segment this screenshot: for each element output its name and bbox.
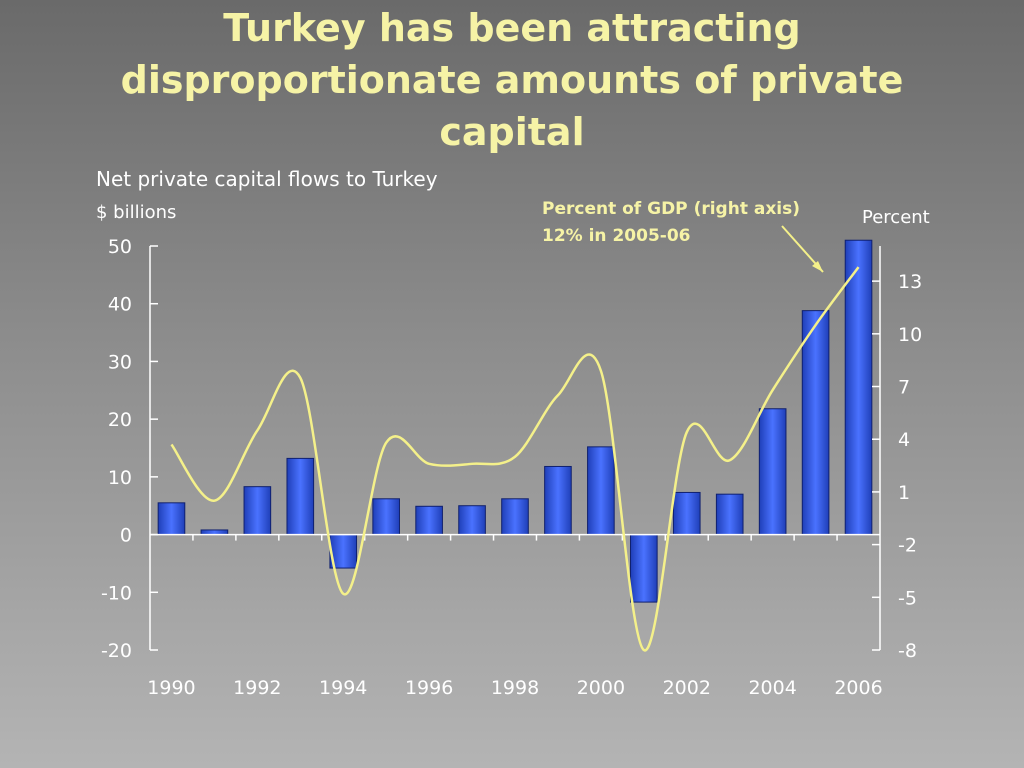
bar-series	[157, 239, 873, 603]
gdp-line-series	[170, 266, 860, 652]
axes	[149, 245, 881, 651]
left-tick-label: 50	[108, 236, 132, 258]
annotation-arrow-head	[812, 261, 823, 272]
annotation-line-2: 12% in 2005-06	[542, 226, 690, 246]
left-tick-label: 30	[108, 351, 132, 373]
gdp-percent-line	[170, 266, 860, 652]
annotation-line-1: Percent of GDP (right axis)	[542, 199, 800, 219]
x-tick-label-2000: 2000	[577, 677, 625, 699]
bar-1993	[286, 457, 315, 536]
right-tick-label: -2	[898, 535, 917, 557]
x-tick-label-1992: 1992	[233, 677, 281, 699]
x-tick-label-1998: 1998	[491, 677, 539, 699]
left-axis-unit: $ billions	[96, 202, 176, 223]
left-tick-label: -20	[101, 640, 132, 662]
bar-2006	[844, 239, 873, 536]
bar-2002	[672, 491, 701, 536]
x-tick-label-2006: 2006	[834, 677, 882, 699]
right-tick-label: -8	[898, 640, 917, 662]
x-tick-label-1996: 1996	[405, 677, 453, 699]
x-tick-label-1990: 1990	[147, 677, 195, 699]
x-tick-label-1994: 1994	[319, 677, 367, 699]
left-tick-label: 40	[108, 294, 132, 316]
title-line-3: capital	[439, 110, 585, 154]
bar-1990	[157, 502, 186, 536]
left-tick-label: 10	[108, 467, 132, 489]
bar-1995	[372, 498, 400, 536]
right-tick-label: 1	[898, 482, 910, 504]
bar-2000	[587, 446, 615, 536]
left-tick-label: 0	[120, 525, 132, 547]
tick-labels: 50 40 30 20 10 0 -10 -20 13 10 7 4 1 -2 -5 -8 1990 1992 19…	[101, 236, 922, 699]
title-line-1: Turkey has been attracting	[223, 6, 801, 50]
right-tick-label: 4	[898, 429, 910, 451]
bar-1998	[501, 498, 529, 536]
bar-1992	[243, 486, 272, 536]
x-tick-label-2002: 2002	[663, 677, 711, 699]
right-tick-label: 10	[898, 324, 922, 346]
bar-2003	[715, 493, 744, 536]
bar-2004	[758, 408, 787, 536]
bar-1996	[415, 505, 443, 536]
left-tick-label: -10	[101, 582, 132, 604]
slide-title: Turkey has been attracting disproportion…	[0, 2, 1024, 158]
right-axis-unit: Percent	[862, 207, 930, 228]
right-tick-label: 13	[898, 271, 922, 293]
right-tick-label: -5	[898, 587, 917, 609]
bar-1997	[458, 505, 486, 536]
bar-2001	[630, 534, 658, 603]
chart-subtitle: Net private capital flows to Turkey	[96, 167, 438, 191]
bar-1999	[544, 465, 572, 536]
bar-2005	[801, 310, 830, 536]
left-tick-label: 20	[108, 409, 132, 431]
right-tick-label: 7	[898, 377, 910, 399]
title-line-2: disproportionate amounts of private	[120, 58, 904, 102]
x-tick-label-2004: 2004	[748, 677, 796, 699]
